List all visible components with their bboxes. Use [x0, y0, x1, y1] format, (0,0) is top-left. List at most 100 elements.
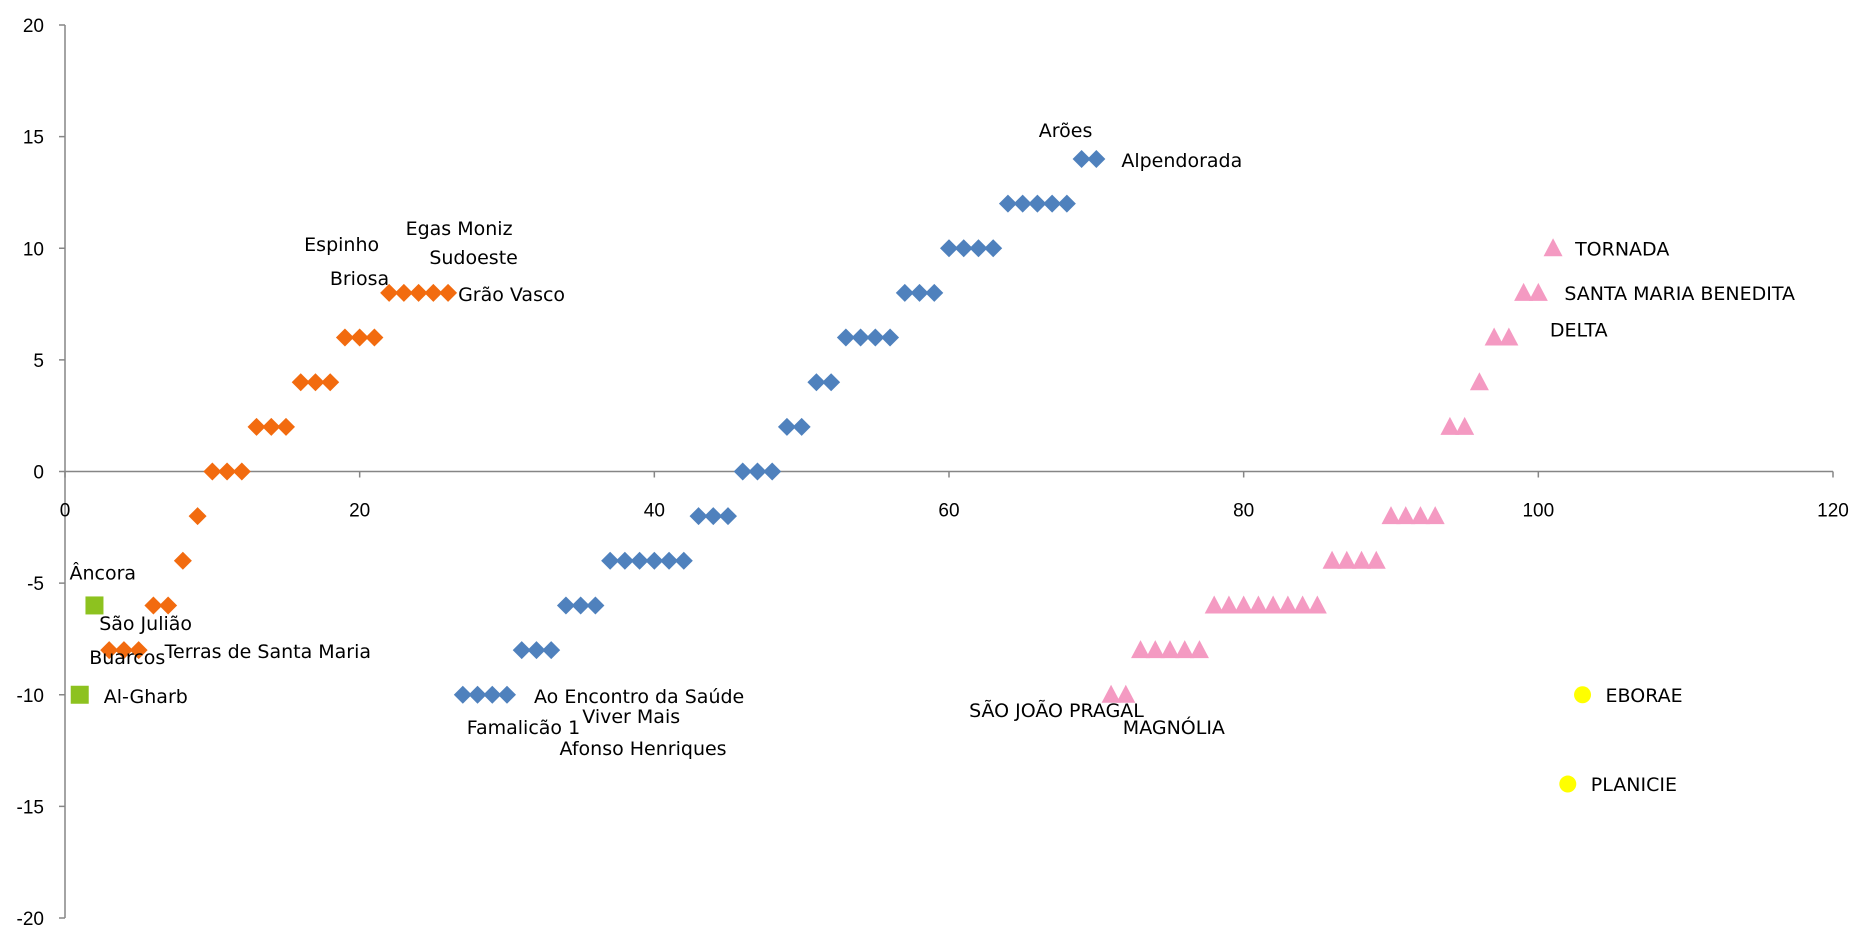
- data-point-s1-18: [365, 328, 384, 347]
- data-point-s2-26: [836, 328, 855, 347]
- data-point-s3-23: [1440, 416, 1460, 435]
- data-point-s2-35: [969, 239, 988, 258]
- data-point-s1-22: [424, 283, 443, 302]
- point-label: Egas Moniz: [406, 218, 513, 240]
- data-point-s2-20: [748, 462, 767, 481]
- data-point-s2-18: [719, 507, 737, 526]
- point-label: Famalicão 1: [467, 717, 580, 739]
- data-point-s1-19: [380, 283, 399, 302]
- data-point-s1-17: [350, 328, 369, 347]
- data-point-s1-21: [409, 283, 428, 302]
- data-point-s2-9: [586, 596, 605, 615]
- data-point-s1-16: [335, 328, 354, 347]
- data-point-s1-20: [394, 283, 413, 302]
- point-label: Afonso Henriques: [560, 738, 727, 760]
- y-tick-label: -15: [17, 797, 44, 818]
- point-label: DELTA: [1550, 320, 1608, 342]
- data-point-s2-7: [556, 596, 575, 615]
- data-point-s1-13: [291, 373, 310, 392]
- data-point-s1-12: [277, 417, 295, 436]
- point-label: TORNADA: [1574, 238, 1669, 260]
- point-label: Grão Vasco: [458, 284, 565, 306]
- data-point-s1-4: [159, 596, 178, 615]
- data-point-s3-2: [1131, 640, 1151, 659]
- data-point-s2-30: [895, 283, 914, 302]
- data-point-s2-1: [468, 685, 487, 704]
- data-point-s3-11: [1263, 595, 1283, 614]
- x-tick-label: 20: [349, 501, 370, 522]
- point-label: Ao Encontro da Saúde: [534, 686, 744, 708]
- data-point-s2-0: [453, 685, 472, 704]
- data-point-s2-24: [807, 373, 826, 392]
- point-label: Espinho: [304, 234, 379, 256]
- data-point-s1-8: [218, 462, 237, 481]
- data-point-s3-0: [1101, 684, 1121, 703]
- data-point-s3-14: [1307, 595, 1327, 614]
- data-point-s1-6: [188, 507, 207, 526]
- data-point-s2-27: [851, 328, 870, 347]
- point-label: Arões: [1039, 120, 1093, 142]
- data-point-s2-11: [615, 551, 634, 570]
- data-point-s2-14: [660, 551, 679, 570]
- data-point-s3-3: [1145, 640, 1165, 659]
- data-point-s2-25: [822, 373, 841, 392]
- data-point-s2-38: [1013, 194, 1032, 213]
- data-point-s1-10: [247, 417, 266, 436]
- data-point-s3-27: [1499, 327, 1519, 346]
- data-point-s3-17: [1352, 550, 1372, 569]
- data-point-s2-5: [527, 641, 546, 660]
- data-point-s3-7: [1204, 595, 1224, 614]
- data-point-s2-3: [498, 685, 516, 704]
- x-tick-label: 120: [1817, 501, 1849, 522]
- point-label: Buarcos: [89, 647, 165, 669]
- point-label: SANTA MARIA BENEDITA: [1564, 283, 1795, 305]
- y-tick-label: 10: [23, 239, 44, 260]
- data-point-s2-34: [954, 239, 973, 258]
- point-label: SÃO JOÃO PRAGAL: [969, 699, 1144, 722]
- data-point-s4-1: [1559, 775, 1577, 793]
- data-point-s3-30: [1543, 238, 1563, 257]
- data-point-s1-2: [129, 641, 148, 660]
- data-point-s2-16: [689, 507, 708, 526]
- y-tick-label: -10: [17, 686, 44, 707]
- x-tick-label: 40: [644, 501, 665, 522]
- data-point-s2-23: [792, 417, 811, 436]
- data-point-s3-16: [1337, 550, 1357, 569]
- point-label: Al-Gharb: [104, 686, 188, 708]
- data-point-s3-12: [1278, 595, 1298, 614]
- data-point-s3-25: [1469, 372, 1489, 391]
- data-point-s2-41: [1057, 194, 1076, 213]
- data-point-s3-22: [1425, 506, 1445, 525]
- data-point-s2-4: [512, 641, 531, 660]
- data-point-s1-11: [262, 417, 281, 436]
- data-point-s2-6: [542, 641, 561, 660]
- data-point-s3-9: [1234, 595, 1254, 614]
- chart-annotations: Âncora São Julião Buarcos Terras de Santa M…: [69, 120, 1795, 796]
- y-tick-label: 15: [23, 128, 44, 149]
- x-tick-label: 0: [60, 501, 71, 522]
- data-point-s2-17: [704, 507, 723, 526]
- point-label: EBORAE: [1606, 685, 1683, 707]
- data-point-s0-0: [85, 596, 104, 615]
- point-label: PLANICIE: [1591, 774, 1677, 796]
- data-point-s1-7: [203, 462, 222, 481]
- data-point-s3-1: [1116, 684, 1136, 703]
- data-point-s3-6: [1189, 640, 1209, 659]
- data-point-s1-3: [144, 596, 163, 615]
- data-point-s2-19: [733, 462, 752, 481]
- data-point-s3-29: [1528, 282, 1548, 301]
- point-label: MAGNÓLIA: [1123, 715, 1225, 739]
- data-point-s3-21: [1410, 506, 1430, 525]
- point-label: Briosa: [330, 268, 389, 290]
- y-tick-label: 5: [33, 351, 44, 372]
- data-point-s1-23: [439, 283, 458, 302]
- data-point-s2-43: [1087, 149, 1106, 168]
- data-point-s0-1: [70, 685, 89, 704]
- data-point-s2-36: [984, 239, 1003, 258]
- data-point-s3-5: [1175, 640, 1195, 659]
- data-point-s2-10: [601, 551, 620, 570]
- data-point-s2-29: [881, 328, 900, 347]
- data-point-s1-1: [114, 641, 133, 660]
- data-point-s2-37: [998, 194, 1017, 213]
- data-point-s1-14: [306, 373, 325, 392]
